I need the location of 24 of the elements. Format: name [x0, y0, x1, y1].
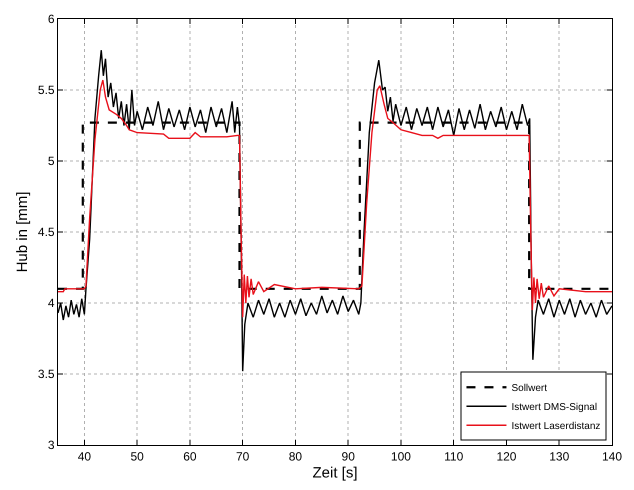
legend-label: Istwert Laserdistanz — [511, 421, 600, 432]
legend-label: Istwert DMS-Signal — [511, 402, 598, 414]
x-tick-label: 110 — [444, 449, 464, 464]
x-tick-label: 80 — [288, 449, 302, 464]
line-series — [58, 79, 612, 318]
x-tick-label: 130 — [549, 449, 570, 464]
x-tick-label: 120 — [496, 449, 517, 464]
y-tick-label: 4 — [48, 296, 55, 310]
y-axis-title: Hub in [mm] — [14, 192, 32, 272]
x-tick-label: 50 — [130, 449, 144, 464]
x-tick-label: 90 — [342, 449, 356, 464]
y-tick-label: 5.5 — [38, 83, 55, 98]
x-tick-label: 40 — [78, 449, 92, 464]
x-tick-label: 70 — [236, 449, 250, 464]
legend-label: Sollwert — [511, 383, 548, 394]
y-tick-label: 6 — [48, 12, 55, 26]
x-tick-label: 60 — [183, 449, 197, 464]
x-tick-label: 100 — [390, 449, 412, 464]
y-tick-label: 3.5 — [38, 367, 55, 382]
y-tick-label: 3 — [48, 438, 55, 452]
x-tick-label: 140 — [602, 449, 622, 464]
y-tick-label: 5 — [48, 154, 55, 168]
y-tick-label: 4.5 — [38, 225, 55, 240]
x-axis-title: Zeit [s] — [312, 464, 358, 482]
